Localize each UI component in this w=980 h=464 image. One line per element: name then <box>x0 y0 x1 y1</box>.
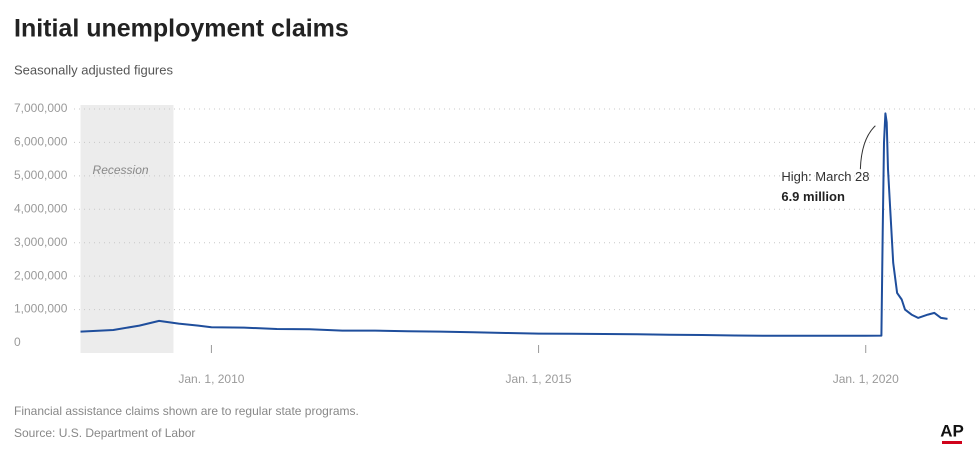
recession-band <box>80 105 174 353</box>
source: Source: U.S. Department of Labor <box>14 426 195 440</box>
x-tick-label: Jan. 1, 2010 <box>178 372 244 386</box>
logo-underline <box>942 441 962 444</box>
y-tick-label: 6,000,000 <box>14 135 68 149</box>
y-tick-label: 5,000,000 <box>14 168 68 182</box>
annotation-text: High: March 28 <box>781 169 869 184</box>
x-tick-label: Jan. 1, 2020 <box>833 372 899 386</box>
chart-title: Initial unemployment claims <box>14 15 349 43</box>
y-tick-label: 0 <box>14 335 21 349</box>
logo: AP <box>940 421 964 440</box>
annotation-text: 6.9 million <box>781 189 845 204</box>
x-tick-label: Jan. 1, 2015 <box>506 372 572 386</box>
recession-label: Recession <box>93 163 149 177</box>
note: Financial assistance claims shown are to… <box>14 404 359 418</box>
y-tick-label: 7,000,000 <box>14 101 68 115</box>
line <box>80 112 948 337</box>
y-tick-label: 3,000,000 <box>14 235 68 249</box>
y-tick-label: 2,000,000 <box>14 268 68 282</box>
annotation-connector <box>859 125 876 170</box>
chart-subtitle: Seasonally adjusted figures <box>14 62 173 77</box>
y-tick-label: 1,000,000 <box>14 302 68 316</box>
y-tick-label: 4,000,000 <box>14 201 68 215</box>
